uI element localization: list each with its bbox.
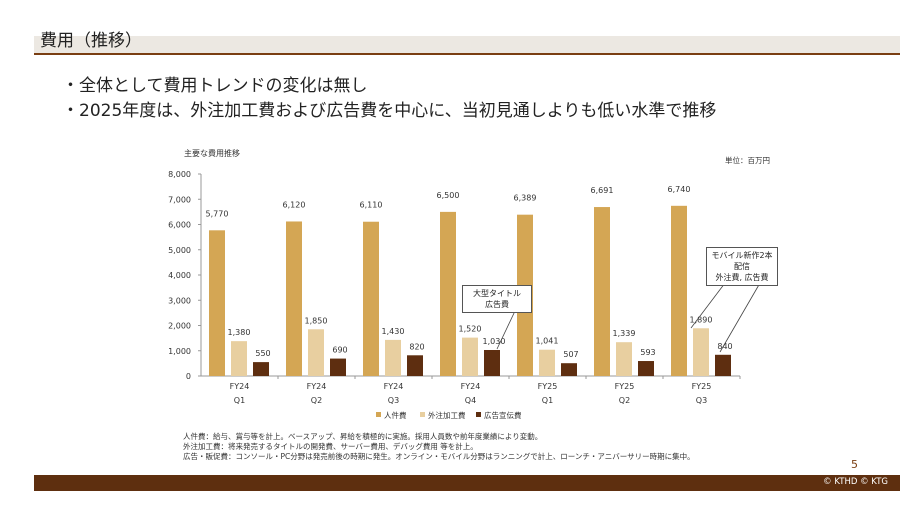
bar-outsourcing [308,329,324,376]
legend-label: 外注加工費 [428,410,466,420]
header-band [34,36,900,53]
annotation-mobile-new-titles: モバイル新作2本配信 外注費, 広告費 [706,247,778,286]
bar-outsourcing [539,349,555,376]
bar-personnel [671,205,687,376]
x-tick-label: FY25 [615,382,635,391]
data-label: 6,500 [437,191,460,200]
data-label: 593 [640,348,655,357]
data-label: 1,520 [459,325,482,334]
annotation-leader [496,310,516,350]
unit-label: 単位：百万円 [725,155,770,165]
x-tick-label: Q3 [696,396,707,405]
data-label: 1,890 [690,315,713,324]
x-tick-label: Q1 [234,396,245,405]
annotation-leader [690,282,726,329]
bar-outsourcing [616,342,632,376]
x-tick-label: FY25 [692,382,712,391]
x-tick-label: FY24 [307,382,327,391]
x-tick-label: Q2 [311,396,322,405]
page-number: 5 [851,458,858,471]
y-tick-label: 4,000 [168,271,191,280]
page-title: 費用（推移） [40,31,142,51]
data-label: 6,389 [514,194,537,203]
bar-advertising [561,363,577,376]
bar-personnel [363,221,379,376]
data-label: 6,110 [360,201,383,210]
bar-personnel [209,230,225,376]
annotation-line: 外注費, 広告費 [715,273,769,282]
legend-swatch [420,412,425,417]
annotation-line: モバイル新作2本配信 [711,251,773,271]
data-label: 6,120 [283,200,306,209]
footnote: 外注加工費：将来発売するタイトルの開発費、サーバー費用、デバッグ費用 等を計上。 [183,442,478,451]
y-tick-label: 8,000 [168,170,191,179]
bar-personnel [286,221,302,376]
legend-label: 広告宣伝費 [484,410,522,420]
data-label: 1,030 [483,337,506,346]
y-tick-label: 0 [186,372,191,381]
bar-personnel [594,207,610,376]
data-label: 840 [717,342,732,351]
header-divider [34,53,900,55]
footnote: 広告・販促費：コンソール・PC分野は発売前後の時期に発生。オンライン・モバイル分… [183,452,695,461]
y-tick-label: 2,000 [168,322,191,331]
bar-advertising [484,349,500,376]
footer-band: © KTHD © KTG [34,475,900,491]
bullet-list: 全体として費用トレンドの変化は無し 2025年度は、外注加工費および広告費を中心… [62,74,716,124]
y-tick-label: 5,000 [168,246,191,255]
x-tick-label: Q3 [388,396,399,405]
x-tick-label: FY24 [384,382,404,391]
data-label: 1,339 [613,329,636,338]
legend-label: 人件費 [384,410,407,420]
annotation-large-title-ads: 大型タイトル 広告費 [462,285,532,313]
x-tick-label: Q2 [619,396,630,405]
bar-advertising [715,354,731,376]
bar-outsourcing [231,341,247,376]
data-label: 1,041 [536,337,559,346]
bar-outsourcing [462,337,478,376]
annotation-line: 広告費 [485,300,509,309]
data-label: 690 [332,346,347,355]
data-label: 1,430 [382,327,405,336]
x-tick-label: FY24 [230,382,250,391]
x-tick-label: Q4 [465,396,476,405]
data-label: 820 [409,342,424,351]
data-label: 1,850 [305,316,328,325]
bar-advertising [330,358,346,376]
y-tick-label: 7,000 [168,195,191,204]
bar-advertising [253,362,269,376]
bullet-item: 2025年度は、外注加工費および広告費を中心に、当初見通しよりも低い水準で推移 [62,99,716,124]
bullet-item: 全体として費用トレンドの変化は無し [62,74,716,99]
bar-outsourcing [385,339,401,376]
data-label: 5,770 [206,209,229,218]
data-label: 6,691 [591,186,614,195]
copyright: © KTHD © KTG [823,477,888,487]
annotation-leader [719,282,761,353]
legend-swatch [476,412,481,417]
footnote: 人件費：給与、賞与等を計上。ベースアップ、昇給を積極的に実施。採用人員数や前年度… [183,432,543,441]
data-label: 507 [563,350,578,359]
y-tick-label: 1,000 [168,347,191,356]
annotation-line: 大型タイトル [473,289,521,298]
data-label: 6,740 [668,185,691,194]
y-tick-label: 6,000 [168,221,191,230]
bar-outsourcing [693,328,709,376]
bar-advertising [638,361,654,376]
footnotes: 人件費：給与、賞与等を計上。ベースアップ、昇給を積極的に実施。採用人員数や前年度… [183,432,695,462]
chart-title: 主要な費用推移 [184,148,240,158]
y-tick-label: 3,000 [168,296,191,305]
bar-personnel [440,211,456,376]
x-tick-label: FY25 [538,382,558,391]
legend-swatch [376,412,381,417]
data-label: 1,380 [228,328,251,337]
x-tick-label: Q1 [542,396,553,405]
x-tick-label: FY24 [461,382,481,391]
bar-advertising [407,355,423,376]
data-label: 550 [255,349,270,358]
